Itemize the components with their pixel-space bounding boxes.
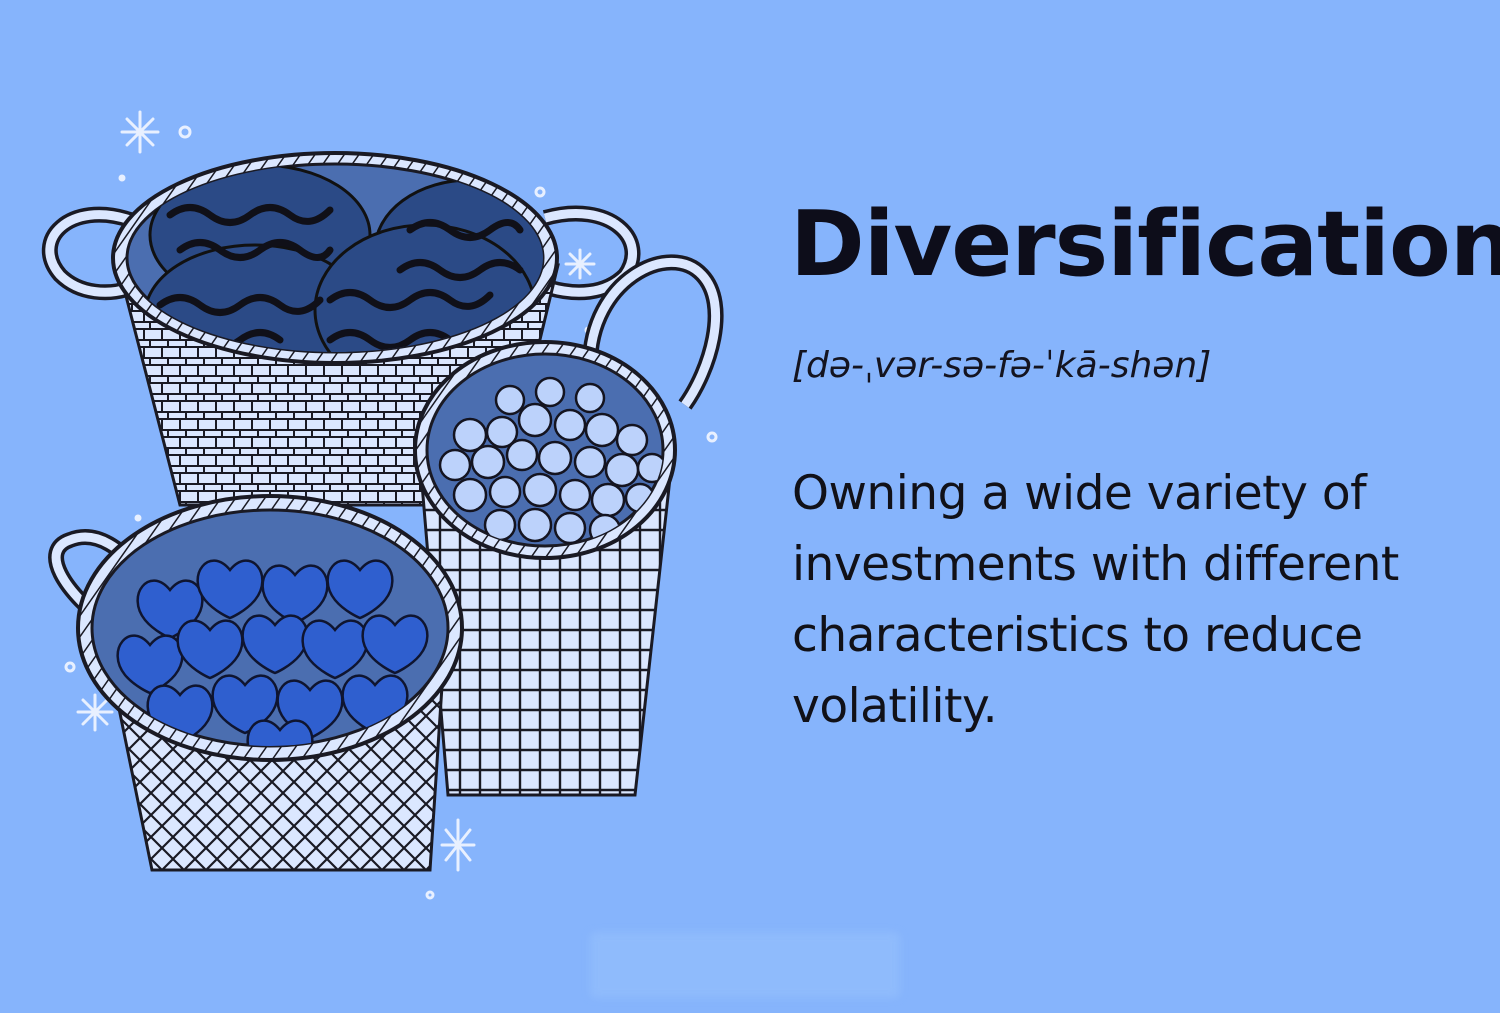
pronunciation: [də-ˌvər-sə-fə-ˈkā-shən]	[792, 345, 1212, 386]
cherry-icon	[116, 559, 429, 746]
blueberry-basket	[413, 254, 724, 797]
term-title: Diversification	[790, 192, 1500, 297]
blurred-watermark	[590, 932, 900, 998]
baskets-illustration	[41, 110, 724, 900]
definition-text: Owning a wide variety of investments wit…	[792, 466, 1399, 734]
cherry-basket	[48, 494, 464, 872]
watermelon-icon	[143, 164, 543, 352]
